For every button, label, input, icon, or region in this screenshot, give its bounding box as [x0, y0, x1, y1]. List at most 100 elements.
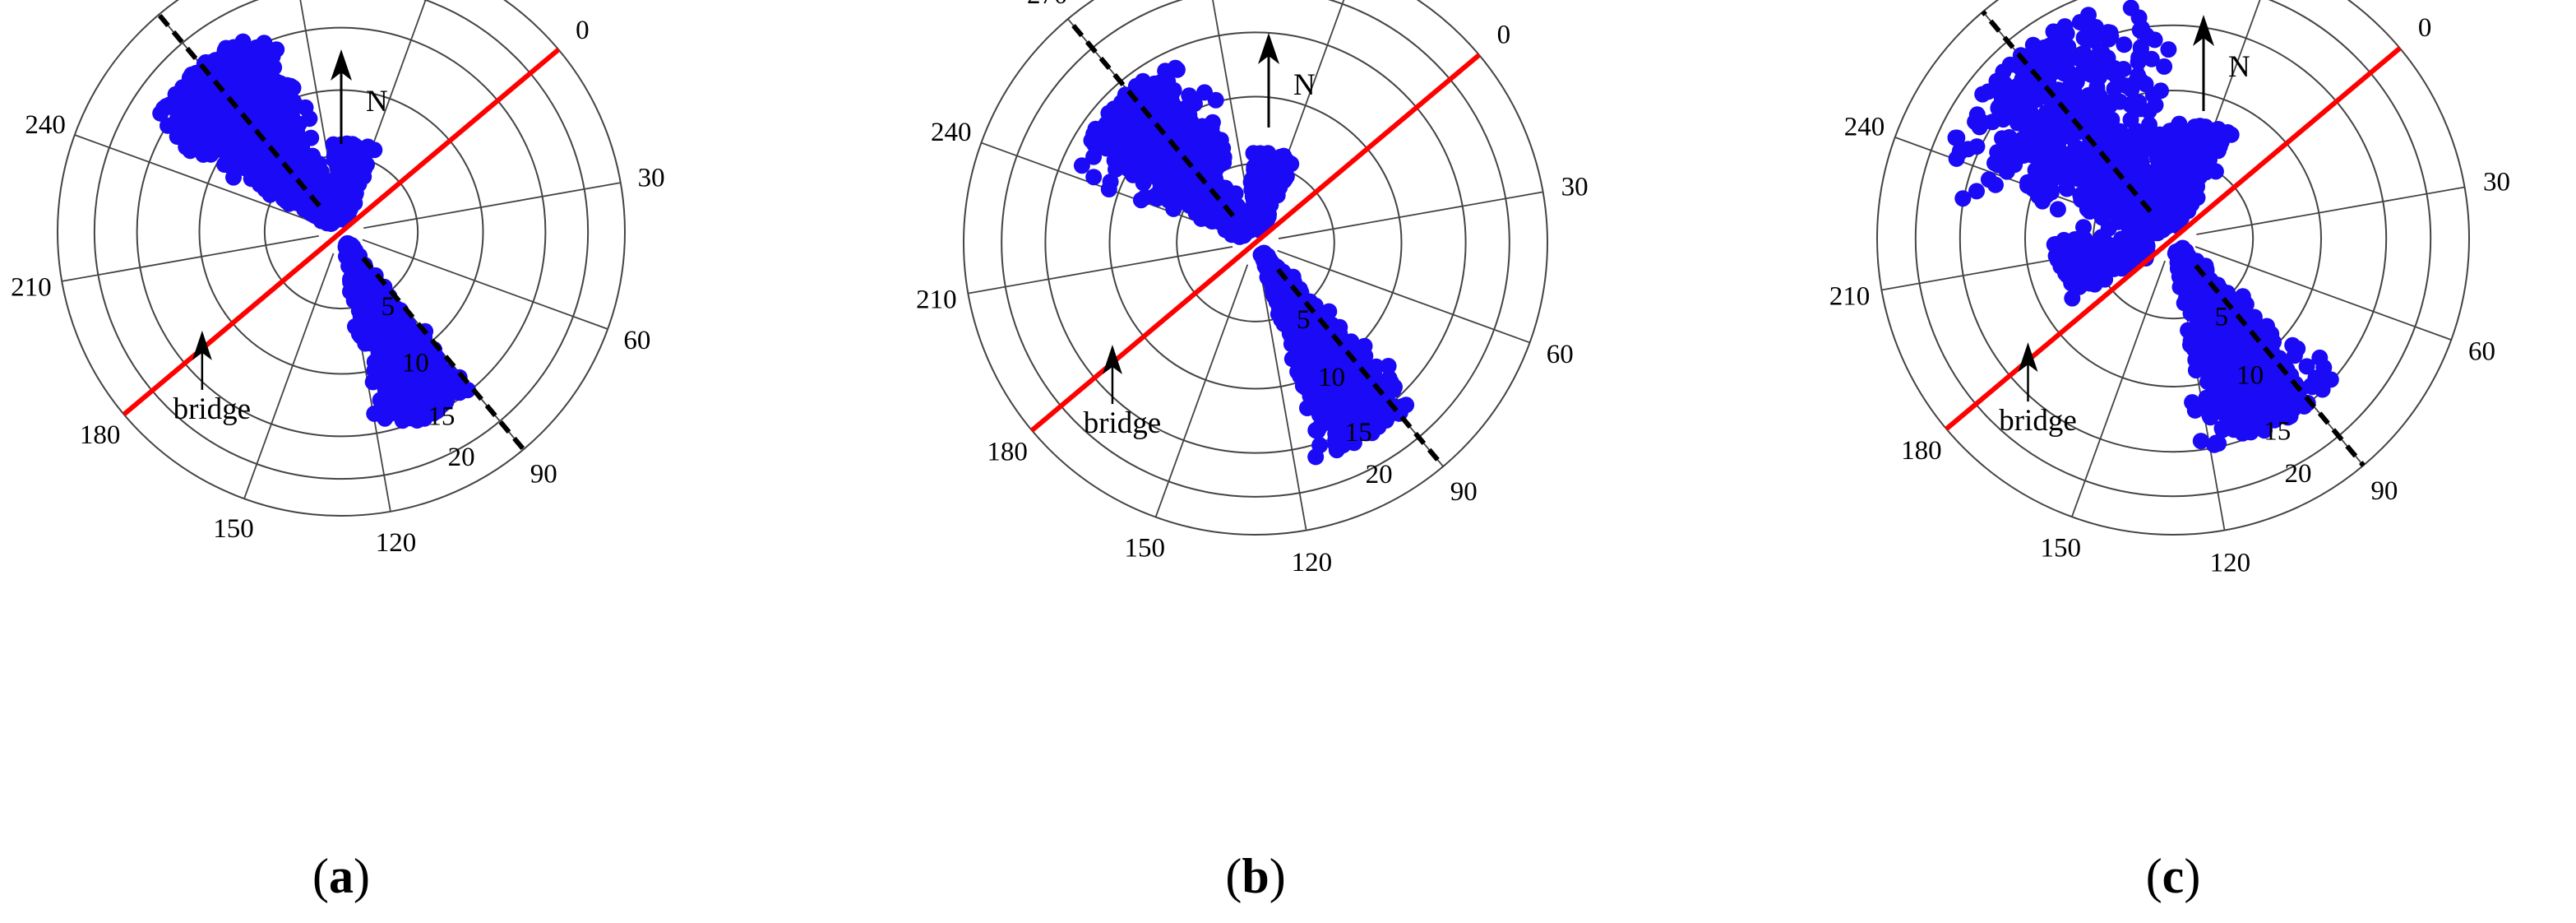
data-point	[1995, 63, 2012, 81]
data-point	[2010, 105, 2028, 123]
polar-chart-b: 03060901201501802102402703003305101520Nb…	[916, 0, 1589, 903]
grid-spoke	[363, 182, 621, 230]
grid-ring	[93, 0, 590, 480]
data-point	[1085, 148, 1103, 165]
data-point	[2135, 163, 2153, 180]
north-label: N	[1293, 68, 1316, 102]
data-point	[2097, 100, 2115, 117]
scatter-points	[152, 33, 476, 429]
data-point	[1998, 78, 2015, 95]
bridge-marker: bridge	[1084, 345, 1161, 440]
data-point	[2060, 169, 2077, 187]
data-point	[183, 141, 200, 158]
data-point	[200, 116, 217, 132]
data-point	[1099, 119, 1117, 136]
data-point	[409, 412, 426, 429]
data-point	[392, 381, 409, 398]
data-point	[1177, 175, 1194, 192]
data-point	[2115, 61, 2132, 77]
data-point	[1327, 431, 1344, 448]
data-point	[2046, 48, 2064, 65]
data-point	[1154, 155, 1172, 172]
bridge-marker: bridge	[173, 330, 251, 426]
data-point	[1085, 169, 1103, 186]
grid-spoke	[243, 253, 335, 499]
data-point	[1334, 392, 1351, 409]
angle-tick-label-0: 0	[1497, 21, 1511, 50]
data-point	[1255, 150, 1272, 166]
scatter-points	[1073, 59, 1415, 466]
data-point	[1196, 84, 1213, 101]
angle-tick-label-90: 90	[530, 459, 557, 489]
data-point	[2144, 86, 2162, 104]
angle-tick-label-240: 240	[931, 118, 972, 147]
data-point	[408, 385, 425, 402]
angle-tick-label-60: 60	[1547, 340, 1574, 369]
data-point	[1254, 192, 1271, 210]
data-point	[266, 104, 283, 122]
data-point	[1136, 188, 1154, 206]
data-point	[224, 159, 241, 176]
data-point	[2122, 0, 2139, 16]
data-point	[432, 386, 450, 403]
north-arrow: N	[1258, 33, 1316, 128]
data-point	[1163, 97, 1181, 114]
data-point	[1125, 134, 1142, 151]
data-point	[179, 108, 197, 125]
angle-tick-label-120: 120	[376, 528, 417, 558]
data-point	[2058, 25, 2075, 42]
panel-label: (a)	[312, 849, 370, 903]
data-point	[2121, 145, 2139, 162]
data-point	[2070, 49, 2087, 67]
data-point	[2038, 187, 2055, 204]
data-point	[1146, 132, 1163, 150]
data-point	[291, 148, 308, 165]
data-point	[1191, 129, 1209, 146]
data-point	[1254, 208, 1271, 225]
data-point	[2023, 50, 2041, 67]
data-point	[1968, 138, 1986, 155]
data-point	[2060, 64, 2077, 81]
data-point	[205, 133, 222, 151]
data-point	[2073, 191, 2090, 208]
radial-tick-label-5: 5	[382, 292, 395, 322]
data-point	[236, 90, 253, 108]
data-point	[400, 333, 417, 350]
angle-tick-label-150: 150	[1124, 533, 1165, 563]
data-point	[158, 98, 175, 115]
radial-tick-label-20: 20	[448, 443, 475, 472]
grid-ring	[57, 0, 626, 517]
radial-tick-label-15: 15	[1345, 418, 1372, 448]
data-point	[2132, 72, 2149, 90]
data-point	[2082, 31, 2099, 49]
data-point	[1990, 100, 2007, 117]
data-point	[2106, 81, 2123, 98]
grid-spoke	[362, 239, 608, 330]
grid-spoke	[62, 234, 319, 282]
data-point	[334, 206, 351, 224]
data-point	[1259, 251, 1276, 268]
data-point	[2046, 133, 2063, 151]
data-point	[1311, 437, 1329, 454]
data-point	[297, 99, 314, 116]
data-point	[2130, 49, 2148, 66]
data-point	[1316, 329, 1333, 346]
data-point	[239, 43, 257, 60]
data-point	[1283, 155, 1300, 173]
angle-tick-label-30: 30	[1561, 173, 1589, 202]
data-point	[230, 142, 247, 160]
data-point	[1266, 163, 1283, 180]
data-point	[2049, 201, 2066, 218]
panel-letter: b	[1242, 849, 1269, 903]
data-point	[1102, 174, 1119, 190]
data-point	[2110, 213, 2127, 230]
angle-tick-label-120: 120	[1292, 548, 1333, 577]
data-point	[1309, 423, 1326, 439]
data-point	[1987, 176, 2004, 193]
data-point	[371, 404, 388, 421]
data-point	[1974, 114, 1991, 131]
scatter-points	[1947, 0, 2339, 453]
panel-letter: a	[329, 849, 354, 903]
data-point	[394, 399, 411, 416]
